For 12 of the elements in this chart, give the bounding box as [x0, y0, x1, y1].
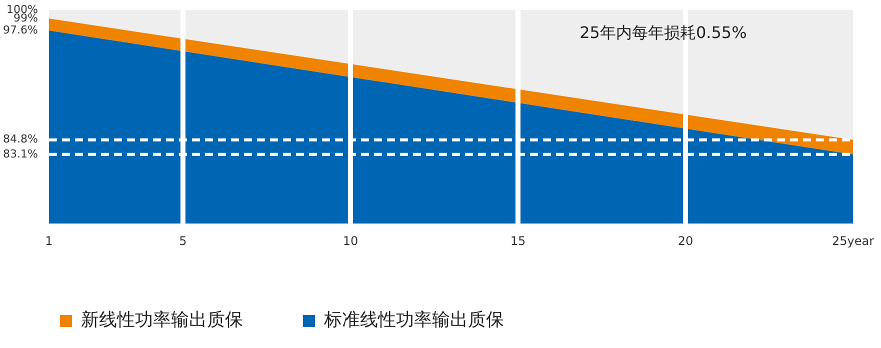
- x-tick-label: 25year: [832, 234, 874, 248]
- x-tick-label: 5: [179, 234, 187, 248]
- legend-label: 新线性功率输出质保: [81, 310, 243, 331]
- x-tick-label: 1: [45, 234, 53, 248]
- x-tick-label: 10: [342, 234, 358, 248]
- legend-label: 标准线性功率输出质保: [323, 310, 504, 331]
- y-tick-label: 84.8%: [2, 132, 38, 146]
- x-tick-label: 15: [510, 234, 526, 248]
- x-tick-label: 20: [678, 234, 694, 248]
- y-tick-label: 97.6%: [2, 23, 38, 36]
- annotation: 25年内每年损耗0.55%: [580, 23, 747, 42]
- y-tick-label: 83.1%: [2, 147, 38, 160]
